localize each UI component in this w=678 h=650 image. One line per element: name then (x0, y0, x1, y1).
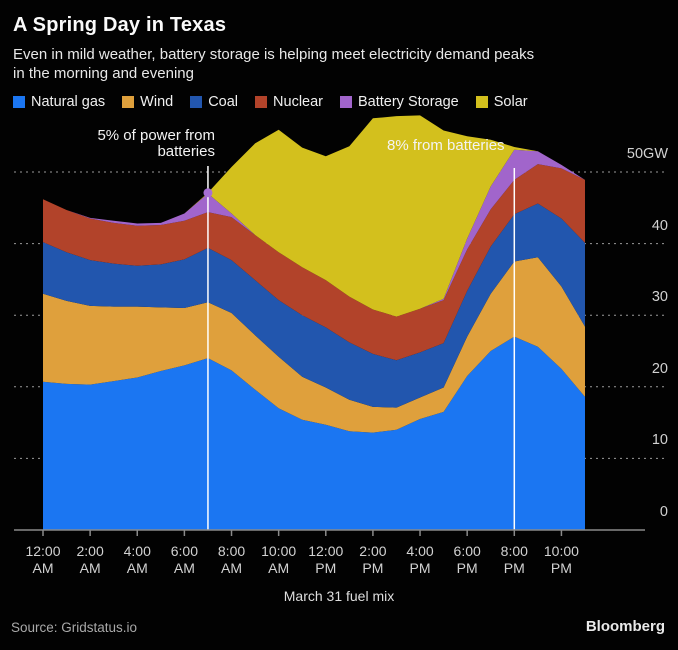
legend-label: Coal (208, 94, 239, 110)
annotation-morning-batteries: 5% of power from batteries (55, 128, 215, 160)
legend-swatch-nuclear (255, 96, 268, 108)
legend-item-coal: Coal (190, 94, 238, 110)
subtitle-line-1: Even in mild weather, battery storage is… (13, 46, 535, 63)
annotation-evening-batteries: 8% from batteries (387, 137, 505, 154)
area-coal (43, 203, 585, 408)
legend-label: Solar (493, 94, 528, 110)
y-axis-label-0: 0 (659, 504, 668, 520)
chart-subtitle: Even in mild weather, battery storage is… (13, 45, 673, 83)
legend-item-nuclear: Nuclear (255, 94, 323, 110)
chart-title: A Spring Day in Texas (13, 14, 227, 36)
legend-swatch-natural-gas (13, 96, 25, 108)
area-wind (43, 257, 585, 433)
legend-label: Natural gas (31, 94, 106, 110)
y-axis-label-20: 20 (651, 360, 668, 377)
x-axis-label-4-00-am: 4:00 AM (123, 543, 151, 576)
x-axis-label-10-00-pm: 10:00 PM (543, 543, 579, 576)
x-axis-label-4-00-pm: 4:00 PM (406, 543, 434, 576)
battery-peak-dot (203, 188, 213, 198)
y-axis-label-40: 40 (651, 217, 668, 234)
legend-swatch-coal (190, 96, 203, 108)
area-nuclear (43, 164, 585, 361)
x-axis-caption: March 31 fuel mix (283, 588, 395, 604)
x-axis-label-6-00-pm: 6:00 PM (453, 543, 481, 576)
legend-label: Nuclear (273, 94, 323, 110)
area-natural-gas (43, 336, 585, 530)
x-axis-label-8-00-am: 8:00 AM (217, 543, 246, 576)
legend-item-solar: Solar (475, 94, 528, 110)
x-axis-label-10-00-am: 10:00 AM (261, 543, 297, 576)
legend-swatch-wind (122, 96, 135, 108)
area-solar (43, 115, 585, 317)
x-axis-label-2-00-pm: 2:00 PM (359, 543, 387, 576)
legend-item-natural-gas: Natural gas (13, 94, 105, 110)
source-credit: Source: Gridstatus.io (11, 620, 138, 635)
y-axis-label-50: 50GW (626, 146, 668, 162)
y-axis-label-30: 30 (651, 289, 668, 306)
legend-swatch-battery-storage (340, 96, 352, 108)
legend-swatch-solar (475, 96, 488, 108)
x-axis-label-12-00-pm: 12:00 PM (308, 543, 344, 576)
annotation-morning-line-1: 5% of power from (97, 127, 215, 144)
x-axis-label-6-00-am: 6:00 AM (170, 543, 198, 576)
subtitle-line-2: in the morning and evening (13, 65, 194, 82)
legend-label: Battery Storage (358, 94, 459, 110)
y-axis-label-10: 10 (651, 432, 668, 449)
annotation-morning-line-2: batteries (157, 143, 215, 160)
legend-label: Wind (140, 94, 174, 110)
x-axis-label-12-00-am: 12:00 AM (25, 543, 61, 576)
x-axis-label-2-00-am: 2:00 AM (76, 543, 104, 576)
bloomberg-logo: Bloomberg (585, 618, 665, 635)
x-axis-label-8-00-pm: 8:00 PM (500, 543, 528, 576)
area-battery-storage (43, 149, 585, 317)
legend: Natural gas Wind Coal Nuclear Battery Storag… (13, 94, 528, 110)
legend-item-wind: Wind (122, 94, 173, 110)
legend-item-battery-storage: Battery Storage (340, 94, 459, 110)
